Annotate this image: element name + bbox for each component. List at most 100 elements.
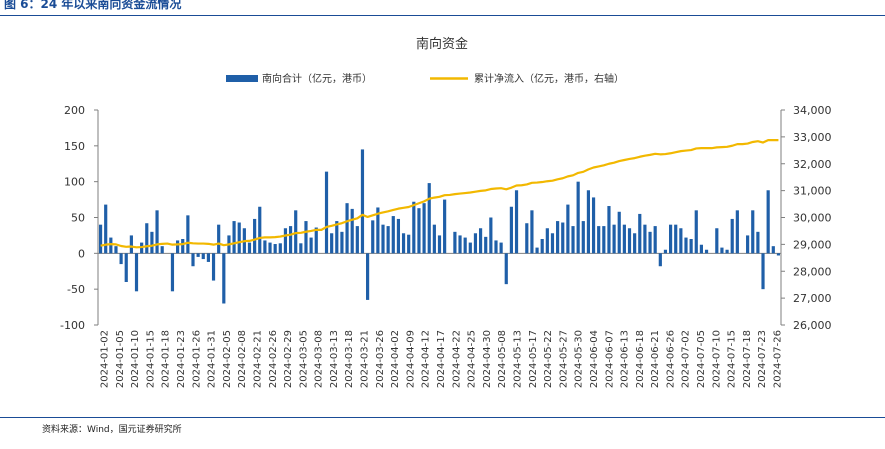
bar: [751, 210, 755, 254]
bar: [468, 242, 472, 254]
bar: [633, 233, 637, 254]
bar: [432, 224, 436, 254]
x-tick-label: 2024-02-26: [268, 330, 279, 388]
line-series: [100, 139, 779, 249]
bar: [340, 231, 344, 254]
bar: [581, 221, 585, 254]
x-tick-label: 2024-01-31: [207, 330, 218, 388]
x-tick-label: 2024-05-17: [528, 330, 539, 388]
bar: [299, 243, 303, 254]
bar: [484, 236, 488, 254]
x-tick-label: 2024-07-02: [681, 330, 692, 388]
bar: [463, 237, 467, 254]
bar: [478, 228, 483, 254]
bar: [124, 253, 128, 282]
cumulative-line: [100, 139, 779, 249]
bar: [612, 224, 616, 254]
bar: [602, 226, 606, 254]
bar: [396, 218, 401, 254]
bar: [443, 199, 447, 254]
bar: [355, 226, 359, 254]
x-tick-label: 2024-01-18: [161, 330, 172, 388]
bar: [535, 247, 539, 254]
bar: [638, 213, 642, 254]
bar: [725, 249, 729, 254]
legend-bar-label: 南向合计（亿元，港币）: [262, 72, 372, 85]
bar: [771, 246, 775, 254]
bar: [391, 216, 395, 254]
bar: [715, 228, 719, 254]
x-tick-label: 2024-03-21: [360, 330, 371, 388]
x-tick-label: 2024-03-08: [314, 330, 325, 388]
right-tick-label: 34,000: [793, 104, 832, 117]
bar: [504, 253, 508, 285]
x-tick-label: 2024-05-08: [497, 330, 508, 388]
axes: 200 150 100 50 0 -50 -100 34,000 33,000 32,000 31,…: [60, 104, 831, 332]
bar: [258, 206, 262, 254]
bar: [407, 234, 411, 254]
bar: [330, 233, 334, 254]
bar: [617, 211, 621, 254]
bar: [324, 171, 329, 254]
x-tick-label: 2024-02-21: [252, 330, 263, 388]
legend: 南向合计（亿元，港币） 累计净流入（亿元，港币，右轴）: [226, 72, 624, 85]
bar: [422, 203, 426, 254]
bar: [566, 204, 570, 254]
footer-rule: [0, 417, 885, 418]
bar: [247, 242, 252, 254]
right-tick-label: 32,000: [793, 158, 832, 171]
x-tick-label: 2024-01-10: [130, 330, 141, 388]
bar: [525, 223, 529, 254]
bar: [109, 237, 113, 254]
bar: [381, 224, 385, 254]
bar: [674, 224, 678, 254]
bar: [232, 221, 236, 254]
bar: [550, 233, 555, 254]
bar: [278, 243, 282, 254]
bar: [735, 210, 739, 254]
x-tick-label: 2024-06-07: [604, 330, 615, 388]
x-tick-label: 2024-01-23: [176, 330, 187, 388]
bar: [597, 226, 601, 254]
bar: [366, 253, 370, 300]
bar: [237, 222, 241, 254]
x-tick-label: 2024-06-04: [589, 330, 600, 388]
bar: [196, 253, 200, 257]
source-note: 资料来源：Wind，国元证券研究所: [42, 425, 182, 435]
bar: [746, 235, 750, 254]
left-tick-label: -50: [67, 283, 85, 296]
bar: [540, 239, 544, 254]
bar: [591, 197, 596, 254]
bar: [586, 190, 591, 254]
chart-title: 南向资金: [416, 36, 468, 52]
bar: [263, 240, 267, 254]
bar: [119, 253, 123, 265]
bar: [776, 253, 781, 256]
legend-bar-swatch: [226, 75, 258, 82]
bar: [335, 221, 339, 254]
left-tick-label: 100: [64, 176, 85, 189]
bar: [730, 218, 734, 254]
bar: [679, 228, 683, 254]
bar: [288, 226, 293, 254]
bar: [386, 226, 390, 254]
bar: [704, 249, 709, 254]
bar: [376, 207, 380, 254]
bar: [191, 253, 195, 267]
header-rule: [0, 15, 885, 16]
bar: [576, 181, 580, 254]
bar: [453, 231, 457, 254]
bar: [437, 235, 442, 254]
x-tick-label: 2024-02-08: [237, 330, 248, 388]
bar: [689, 239, 693, 254]
bar: [514, 190, 519, 254]
x-axis-ticks: 2024-01-02 2024-01-05 2024-01-10 2024-01-15…: [100, 330, 784, 388]
bar: [627, 228, 632, 254]
bar: [304, 221, 308, 254]
left-tick-label: 0: [78, 247, 85, 260]
figure-title: 图 6：24 年以来南向资金流情况: [4, 0, 182, 11]
bar: [694, 210, 698, 254]
bar: [756, 231, 760, 254]
bar: [494, 240, 498, 254]
